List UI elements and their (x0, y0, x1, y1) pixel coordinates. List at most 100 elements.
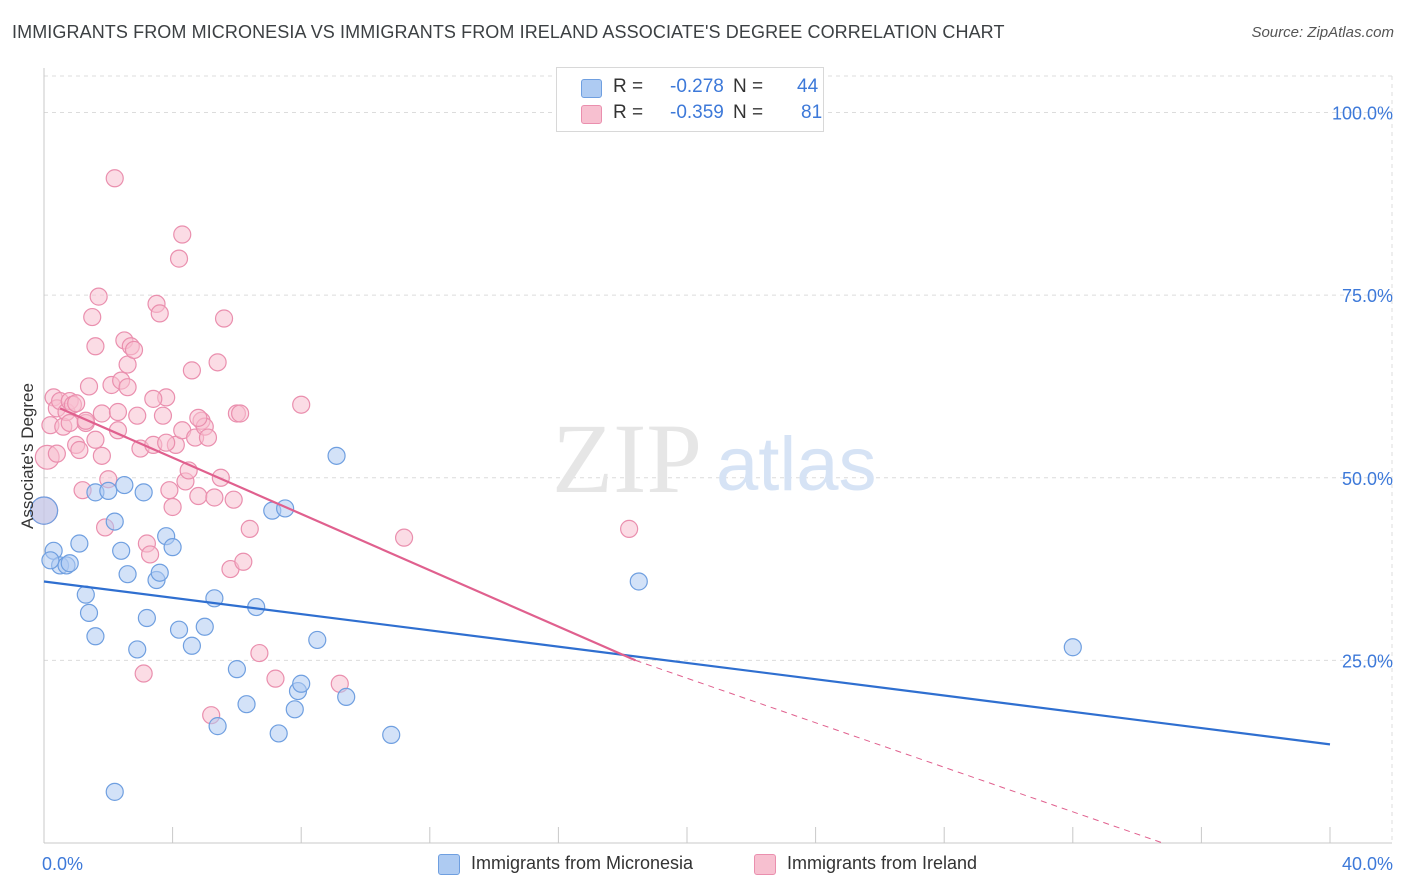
y-tick-label: 75.0% (1342, 286, 1393, 306)
data-points (29, 169, 1082, 801)
point-ireland (60, 413, 79, 433)
point-micronesia (29, 496, 59, 525)
point-ireland (266, 669, 285, 688)
point-ireland (169, 249, 189, 268)
y-tick-label: 25.0% (1342, 651, 1393, 671)
tick-labels: 25.0% 50.0% 75.0% 100.0% 0.0% 40.0% (42, 104, 1393, 874)
point-micronesia (169, 620, 189, 639)
point-micronesia (1063, 638, 1082, 657)
point-ireland (224, 490, 243, 509)
blue-swatch-icon (581, 79, 602, 98)
legend-n-value: 44 (797, 76, 819, 97)
point-micronesia (99, 481, 118, 501)
legend-n-label: N = (733, 102, 764, 123)
legend-n-label: N = (733, 76, 764, 97)
point-micronesia (208, 717, 227, 736)
point-ireland (150, 304, 169, 323)
point-micronesia (227, 660, 246, 679)
point-ireland (231, 404, 250, 423)
point-micronesia (105, 782, 124, 801)
point-micronesia (41, 551, 60, 570)
point-ireland (86, 337, 105, 356)
point-ireland (153, 406, 173, 425)
point-micronesia (308, 630, 327, 650)
point-micronesia (337, 687, 356, 707)
point-ireland (108, 402, 128, 422)
point-ireland (394, 528, 414, 547)
point-ireland (124, 340, 144, 360)
watermark-zip: ZIP (552, 403, 702, 514)
trendline-micronesia (43, 580, 1331, 746)
point-micronesia (105, 512, 124, 531)
x-tick-label: 40.0% (1342, 854, 1393, 874)
point-ireland (140, 545, 160, 564)
point-ireland (240, 519, 259, 538)
trendline-ireland (59, 407, 637, 662)
point-ireland (163, 497, 182, 517)
legend-r-label: R = (613, 102, 644, 123)
point-ireland (250, 643, 269, 663)
point-ireland (67, 394, 86, 413)
chart-title: IMMIGRANTS FROM MICRONESIA VS IMMIGRANTS… (12, 22, 1005, 42)
watermark: ZIP atlas (552, 403, 877, 514)
point-ireland (208, 353, 227, 372)
correlation-legend: R = -0.278 N = 44 R = -0.359 N = 81 (556, 67, 824, 132)
point-ireland (134, 664, 153, 683)
point-micronesia (163, 538, 182, 557)
y-tick-label: 100.0% (1332, 104, 1393, 124)
legend-n-value: 81 (801, 102, 823, 123)
pink-swatch-icon (754, 854, 776, 875)
point-ireland (205, 488, 224, 507)
point-micronesia (134, 483, 153, 502)
point-ireland (198, 428, 218, 447)
point-micronesia (285, 700, 304, 719)
trendlines (43, 407, 1331, 844)
point-micronesia (382, 725, 401, 744)
y-tick-label: 50.0% (1342, 469, 1393, 489)
point-micronesia (70, 534, 89, 553)
point-micronesia (79, 603, 99, 623)
point-ireland (92, 446, 111, 465)
point-micronesia (115, 475, 134, 495)
legend-label-ireland: Immigrants from Ireland (787, 853, 978, 873)
source-note: Source: ZipAtlas.com (1251, 24, 1394, 41)
legend-r-label: R = (613, 76, 644, 97)
legend-r-value: -0.278 (670, 76, 724, 97)
point-ireland (83, 307, 102, 327)
point-micronesia (292, 674, 311, 693)
point-ireland (47, 444, 66, 463)
pink-swatch-icon (581, 105, 602, 124)
point-micronesia (269, 724, 288, 743)
point-ireland (160, 481, 179, 500)
point-ireland (70, 440, 89, 460)
legend-label-micronesia: Immigrants from Micronesia (471, 853, 694, 873)
point-ireland (92, 404, 111, 423)
point-micronesia (118, 565, 137, 584)
blue-swatch-icon (438, 854, 460, 875)
point-ireland (89, 287, 108, 306)
watermark-atlas: atlas (716, 422, 877, 507)
point-ireland (144, 389, 163, 408)
point-ireland (157, 433, 176, 452)
point-micronesia (629, 572, 648, 591)
point-ireland (189, 408, 208, 427)
point-ireland (234, 552, 253, 571)
point-ireland (79, 377, 99, 396)
point-ireland (189, 486, 208, 506)
point-ireland (182, 361, 201, 380)
legend-r-value: -0.359 (670, 102, 724, 123)
point-micronesia (327, 446, 346, 465)
point-ireland (86, 430, 105, 449)
x-tick-label: 0.0% (42, 854, 83, 874)
point-ireland (214, 309, 234, 328)
point-micronesia (112, 541, 131, 560)
point-micronesia (150, 563, 169, 582)
point-micronesia (76, 585, 95, 604)
y-axis-label: Associate's Degree (18, 383, 37, 529)
point-ireland (118, 378, 137, 397)
point-micronesia (195, 617, 214, 636)
point-micronesia (237, 695, 256, 714)
point-micronesia (86, 627, 105, 646)
point-micronesia (137, 608, 156, 628)
